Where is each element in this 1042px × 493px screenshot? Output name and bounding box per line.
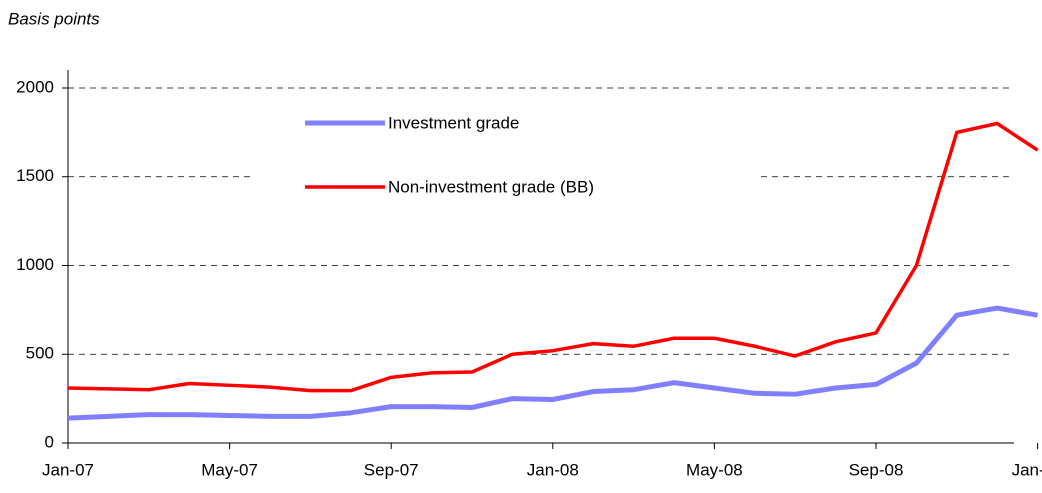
x-tick-label: Sep-08 (849, 460, 904, 479)
y-tick-label: 2000 (16, 77, 54, 96)
x-tick-label: Jan-08 (527, 460, 579, 479)
y-tick-label: 1500 (16, 166, 54, 185)
legend-label: Non-investment grade (BB) (388, 177, 594, 196)
series-line (67, 305, 1039, 421)
y-tick-label: 1000 (16, 255, 54, 274)
x-tick-label: Jan-09 (1012, 460, 1042, 479)
x-tick-label: Sep-07 (364, 460, 419, 479)
series-line (67, 121, 1039, 393)
y-axis-label: Basis points (8, 9, 100, 28)
x-tick-label: Jan-07 (42, 460, 94, 479)
x-tick-label: May-07 (201, 460, 258, 479)
y-tick-label: 500 (26, 344, 54, 363)
legend-background (255, 95, 760, 220)
legend-label: Investment grade (388, 113, 519, 132)
y-tick-label: 0 (45, 432, 54, 451)
x-tick-label: May-08 (686, 460, 743, 479)
